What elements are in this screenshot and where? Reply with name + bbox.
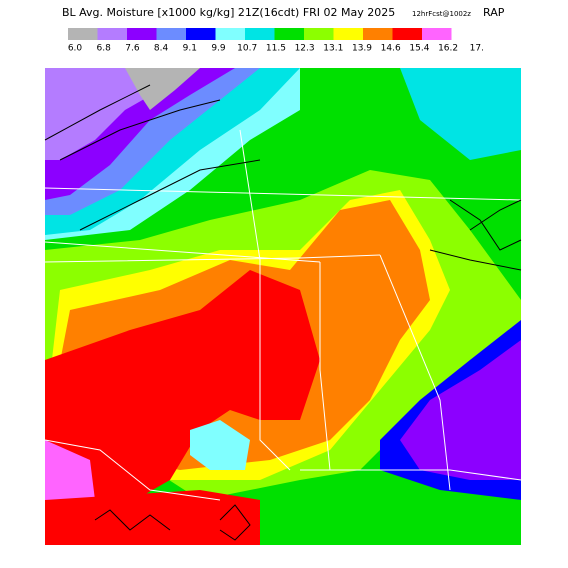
colorbar-swatch: [215, 28, 245, 40]
colorbar-swatch: [363, 28, 393, 40]
colorbar-swatch: [68, 28, 98, 40]
colorbar-swatch: [422, 28, 452, 40]
colorbar-label: 11.5: [266, 44, 286, 54]
colorbar: 6.0 6.8 7.6 8.4 9.1 9.9 10.7 11.5 12.3 13.1 13.9 14…: [68, 28, 484, 54]
colorbar-label: 10.7: [237, 44, 257, 54]
colorbar-swatch: [304, 28, 334, 40]
colorbar-label: 9.9: [211, 44, 226, 54]
colorbar-label: 13.9: [352, 44, 372, 54]
title: BL Avg. Moisture [x1000 kg/kg] 21Z(16cdt…: [62, 6, 395, 19]
colorbar-label: 16.2: [438, 44, 458, 54]
colorbar-label: 6.0: [68, 44, 83, 54]
forecast: 12hrFcst@1002z: [412, 10, 471, 18]
colorbar-swatch: [127, 28, 157, 40]
colorbar-label: 13.1: [323, 44, 343, 54]
colorbar-label: 17.: [470, 44, 484, 54]
colorbar-swatch: [392, 28, 422, 40]
map: [44, 68, 522, 545]
model: RAP: [483, 6, 505, 19]
colorbar-label: 8.4: [154, 44, 169, 54]
colorbar-swatch: [333, 28, 363, 40]
colorbar-swatch: [186, 28, 216, 40]
colorbar-swatch: [156, 28, 186, 40]
colorbar-label: 15.4: [409, 44, 429, 54]
colorbar-label: 12.3: [295, 44, 315, 54]
colorbar-swatch: [97, 28, 127, 40]
colorbar-swatch: [245, 28, 275, 40]
colorbar-label: 6.8: [97, 44, 112, 54]
colorbar-label: 14.6: [381, 44, 401, 54]
colorbar-swatch: [274, 28, 304, 40]
colorbar-label: 9.1: [183, 44, 197, 54]
colorbar-label: 7.6: [125, 44, 140, 54]
